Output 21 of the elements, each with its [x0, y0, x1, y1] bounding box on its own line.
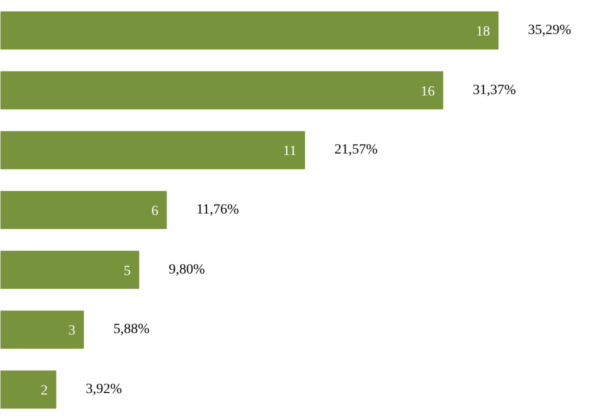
annotation: 9,80%: [168, 262, 206, 278]
data-label: 5: [124, 264, 131, 279]
annotation: 31,37%: [472, 82, 516, 98]
annotation: 21,57%: [334, 142, 378, 158]
annotation: 3,92%: [86, 382, 122, 398]
text: 35,29%: [528, 22, 572, 38]
data-label: 6: [151, 204, 158, 219]
data-label: 3: [68, 324, 76, 339]
bar: [0, 71, 444, 110]
annotation: 11,76%: [196, 202, 240, 218]
bar: [0, 190, 167, 230]
bar: [0, 370, 56, 409]
bar: [0, 11, 498, 50]
annotation: 5,88%: [113, 322, 150, 338]
bar: [0, 310, 84, 349]
data-label: 2: [40, 384, 48, 399]
data-label: 18: [476, 24, 490, 40]
bar: [0, 250, 140, 289]
data-label: 11: [283, 144, 297, 160]
data-label: 16: [420, 84, 435, 100]
bar: [0, 131, 306, 170]
